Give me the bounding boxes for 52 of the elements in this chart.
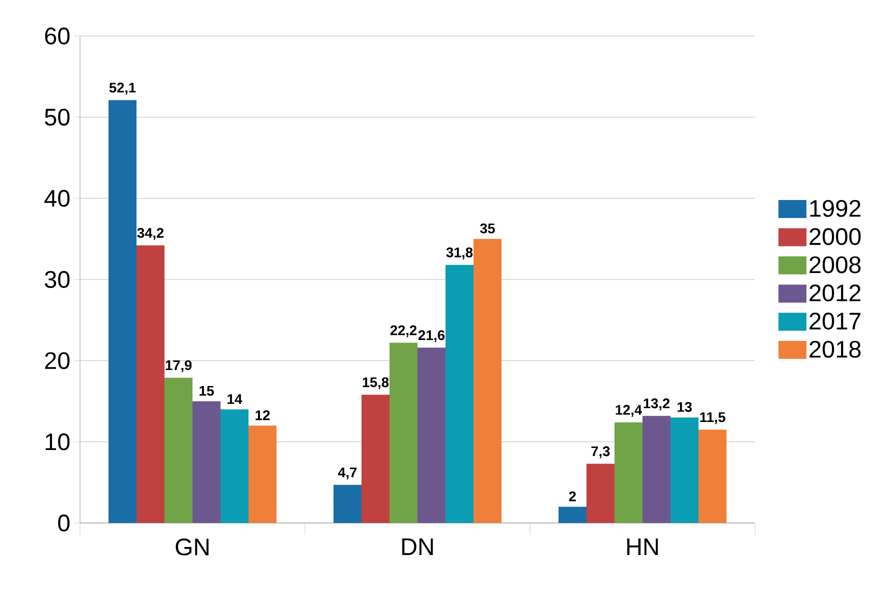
x-tick-label: HN <box>627 538 658 555</box>
x-tick-label: DN <box>402 538 433 555</box>
bar <box>418 348 446 523</box>
bar <box>136 245 165 523</box>
data-label: 15 <box>200 386 214 396</box>
bar <box>586 464 615 523</box>
legend-label: 2000 <box>810 228 861 246</box>
bar <box>108 100 137 523</box>
data-label: 13 <box>678 402 692 412</box>
data-label: 17,9 <box>166 360 192 372</box>
x-tick-label: GN <box>176 538 208 556</box>
legend-label: 1992 <box>810 200 860 217</box>
data-label: 35 <box>480 223 495 234</box>
data-label: 12 <box>256 410 270 420</box>
data-label: 4,7 <box>338 468 357 480</box>
data-label: 13,2 <box>644 398 670 410</box>
bar <box>164 378 193 523</box>
y-tick-label: 50 <box>44 108 70 126</box>
legend-label: 2012 <box>810 284 860 302</box>
data-label: 21,6 <box>418 330 445 342</box>
data-label: 31,8 <box>446 247 473 260</box>
bar <box>220 409 249 523</box>
data-label: 2 <box>569 491 576 502</box>
y-tick-label: 10 <box>46 433 70 450</box>
bar <box>362 394 390 523</box>
data-label: 34,2 <box>137 228 164 240</box>
bar <box>390 342 418 523</box>
bar <box>614 422 643 523</box>
bar <box>698 430 727 523</box>
data-label: 22,2 <box>390 325 417 338</box>
y-tick-label: 40 <box>44 190 70 207</box>
data-label: 52,1 <box>109 82 136 95</box>
bar <box>558 506 587 523</box>
y-tick-label: 0 <box>58 514 70 532</box>
data-label: 12,4 <box>616 404 642 417</box>
bar <box>642 416 671 523</box>
data-label: 15,8 <box>362 377 389 390</box>
legend-label: 2018 <box>810 340 861 358</box>
bar <box>474 238 502 523</box>
legend-label: 2008 <box>810 256 861 274</box>
data-label: 11,5 <box>700 412 726 424</box>
legend-label: 2017 <box>810 312 860 330</box>
data-label: 7,3 <box>591 446 610 458</box>
bar <box>334 484 362 523</box>
y-tick-label: 30 <box>44 271 70 288</box>
bar <box>670 417 699 523</box>
bar <box>446 264 474 523</box>
y-tick-label: 20 <box>45 352 70 370</box>
bar <box>248 426 277 523</box>
data-label: 14 <box>228 394 242 404</box>
y-tick-label: 60 <box>45 28 70 44</box>
bar <box>192 401 221 523</box>
